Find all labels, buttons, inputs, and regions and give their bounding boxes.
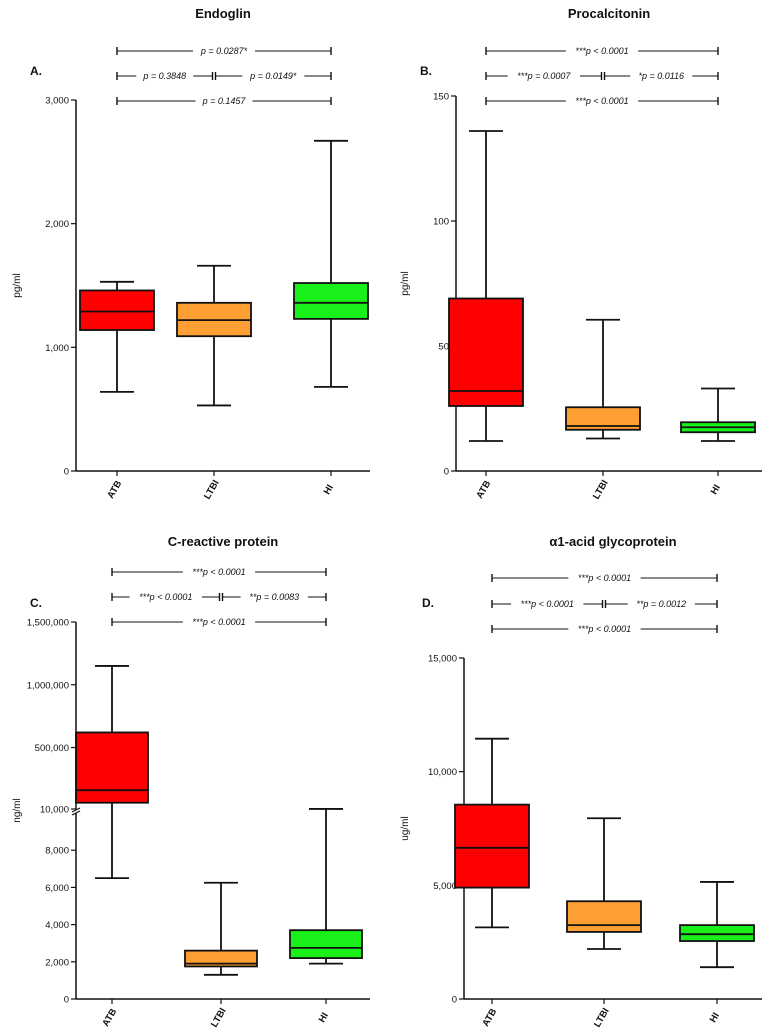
x-tick-label: ATB xyxy=(105,479,124,501)
comparison-label: **p = 0.0012 xyxy=(636,599,686,609)
comparison-label: *p = 0.0116 xyxy=(638,71,684,81)
chart-title: Endoglin xyxy=(195,6,251,21)
comparison-label-bg xyxy=(240,591,308,601)
comparison-label-bg xyxy=(129,591,202,601)
panel-procalcitonin: Procalcitonin B. 0 50 100 150 pg/ml ATB LTBI HI **… xyxy=(392,0,784,514)
y-tick-label: 500,000 xyxy=(35,743,69,754)
procalcitonin-chart: Procalcitonin B. 0 50 100 150 pg/ml ATB LTBI HI **… xyxy=(400,6,762,501)
comparison-label-bg xyxy=(182,566,256,576)
comparison-label-bg xyxy=(192,45,256,55)
x-tick-label: LTBI xyxy=(592,1006,612,1029)
y-tick-label: 0 xyxy=(444,467,449,478)
y-tick-label: 15,000 xyxy=(428,654,457,665)
comparison-label: ***p < 0.0001 xyxy=(578,624,631,634)
y-tick-label: 50 xyxy=(438,342,449,353)
x-tick-label: LTBI xyxy=(591,478,611,501)
comparison-label: ***p < 0.0001 xyxy=(192,617,245,627)
y-tick-label: 3,000 xyxy=(45,96,69,107)
panel-endoglin: Endoglin A. 0 1,000 2,000 3,000 pg/ml ATB LTBI HI… xyxy=(0,0,392,514)
y-axis-label: pg/ml xyxy=(12,273,23,297)
comparison-label: ***p < 0.0001 xyxy=(139,592,192,602)
comparison-label-bg xyxy=(195,95,253,105)
y-tick-label: 1,000 xyxy=(45,343,69,354)
x-tick-label: HI xyxy=(709,483,723,497)
y-tick-label: 0 xyxy=(64,995,69,1006)
box-atb xyxy=(79,289,155,331)
panel-label: C. xyxy=(30,596,42,610)
comparison-label: ***p = 0.0007 xyxy=(517,71,571,81)
comparison-label-bg xyxy=(511,598,584,608)
panel-label: B. xyxy=(420,64,432,78)
c-reactive-protein-chart: C-reactive protein C. 500,000 1,000,000 1,50… xyxy=(12,534,370,1029)
x-tick-label: ATB xyxy=(474,479,493,501)
comparison-label-bg xyxy=(630,70,693,80)
comparison-label: ***p < 0.0001 xyxy=(192,567,245,577)
chart-title: α1-acid glycoprotein xyxy=(549,534,676,549)
box-hi xyxy=(289,929,363,959)
comparison-label: p = 0.0287* xyxy=(200,46,248,56)
comparison-label-bg xyxy=(182,616,256,626)
axis-break-mark xyxy=(71,810,81,816)
x-tick-label: ATB xyxy=(100,1007,119,1029)
y-tick-label: 5,000 xyxy=(433,881,457,892)
box-hi xyxy=(293,282,369,320)
y-axis-label: pg/ml xyxy=(400,271,411,295)
box-ltbi xyxy=(566,900,642,933)
comparison-label: **p = 0.0083 xyxy=(249,592,299,602)
box-hi xyxy=(679,924,755,942)
box-ltbi xyxy=(565,406,641,431)
axis-break-mark xyxy=(71,807,81,813)
comparison-label-bg xyxy=(568,623,641,633)
y-tick-label: 6,000 xyxy=(45,883,69,894)
panel-label: A. xyxy=(30,64,42,78)
box-atb xyxy=(448,297,524,407)
y-tick-label: 150 xyxy=(433,92,449,103)
panel-c-reactive-protein: C-reactive protein C. 500,000 1,000,000 1,50… xyxy=(0,514,392,1029)
y-tick-label: 10,000 xyxy=(428,767,457,778)
comparison-label-bg xyxy=(242,70,305,80)
comparison-label-bg xyxy=(627,598,695,608)
box-atb xyxy=(454,803,530,889)
comparison-label-bg xyxy=(136,70,194,80)
comparison-label-bg xyxy=(565,95,639,105)
comparison-label: ***p < 0.0001 xyxy=(521,599,574,609)
comparison-label-bg xyxy=(568,572,641,582)
x-tick-label: LTBI xyxy=(202,478,222,501)
endoglin-chart: Endoglin A. 0 1,000 2,000 3,000 pg/ml ATB LTBI HI… xyxy=(12,6,370,501)
alpha1-acid-glycoprotein-chart: α1-acid glycoprotein D. 0 5,000 10,000 15,000… xyxy=(400,534,762,1029)
box-ltbi xyxy=(184,949,258,968)
comparison-label: ***p < 0.0001 xyxy=(575,46,628,56)
y-tick-label: 0 xyxy=(452,995,457,1006)
box-atb xyxy=(75,731,149,804)
y-tick-label: 1,000,000 xyxy=(27,680,69,691)
panel-alpha1-acid-glycoprotein: α1-acid glycoprotein D. 0 5,000 10,000 15,000… xyxy=(392,514,784,1029)
y-tick-label: 1,500,000 xyxy=(27,618,69,629)
y-tick-label: 0 xyxy=(64,467,69,478)
comparison-label-bg xyxy=(507,70,580,80)
y-tick-label: 2,000 xyxy=(45,957,69,968)
x-tick-label: HI xyxy=(708,1011,722,1025)
y-tick-label: 10,000 xyxy=(40,805,69,816)
x-tick-label: LTBI xyxy=(209,1006,229,1029)
y-tick-label: 2,000 xyxy=(45,219,69,230)
comparison-label: p = 0.1457 xyxy=(202,96,247,106)
chart-title: C-reactive protein xyxy=(168,534,279,549)
x-tick-label: HI xyxy=(317,1011,331,1025)
y-axis-label: ug/ml xyxy=(400,816,411,840)
comparison-label: ***p < 0.0001 xyxy=(575,96,628,106)
y-tick-label: 4,000 xyxy=(45,920,69,931)
comparison-label: p = 0.3848 xyxy=(142,71,186,81)
x-tick-label: ATB xyxy=(480,1007,499,1029)
panel-label: D. xyxy=(422,596,434,610)
y-tick-label: 8,000 xyxy=(45,846,69,857)
y-tick-label: 100 xyxy=(433,217,449,228)
chart-title: Procalcitonin xyxy=(568,6,650,21)
comparison-label-bg xyxy=(565,45,639,55)
x-tick-label: HI xyxy=(322,483,336,497)
comparison-label: p = 0.0149* xyxy=(249,71,297,81)
y-axis-label: ng/ml xyxy=(12,798,23,822)
comparison-label: ***p < 0.0001 xyxy=(578,573,631,583)
